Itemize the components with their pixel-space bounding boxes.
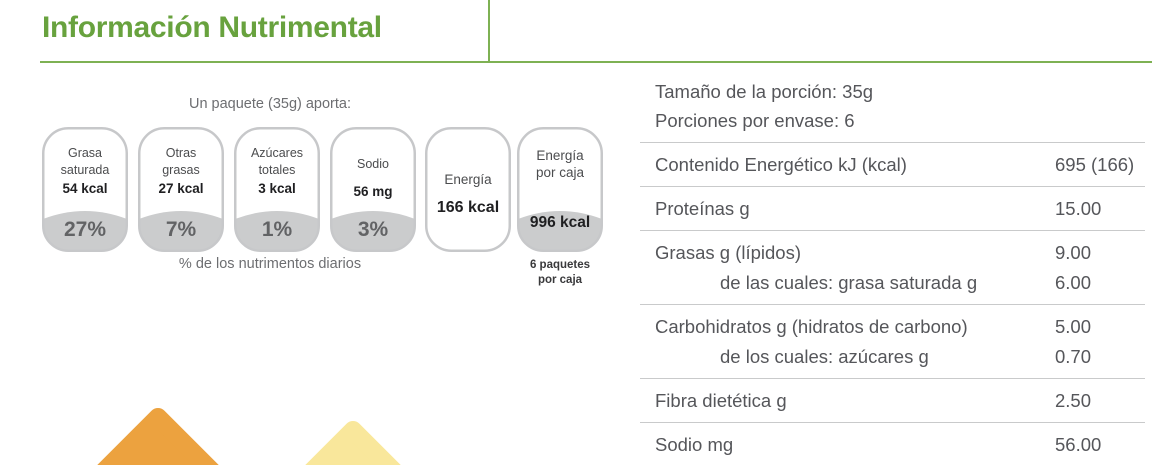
- badge-percent: 7%: [165, 218, 197, 241]
- row-sub-label: de los cuales: azúcares g: [720, 346, 929, 367]
- row-sub-value: 0.70: [1055, 346, 1092, 367]
- badge-label-line: saturada: [60, 163, 110, 177]
- badge-percent: 3%: [357, 218, 389, 241]
- header-horizontal-divider: [40, 61, 1152, 63]
- row-label: Proteínas g: [655, 198, 750, 219]
- servings-per-pack: Porciones por envase: 6: [655, 110, 855, 131]
- table-row-fats: Grasas g (lípidos) 9.00 de las cuales: g…: [640, 230, 1145, 304]
- gda-shield-shape: [517, 127, 603, 252]
- nutrition-table: Tamaño de la porción: 35g Porciones por …: [640, 76, 1145, 465]
- badge-label-line: por caja: [535, 165, 585, 180]
- row-label: Contenido Energético kJ (kcal): [655, 154, 907, 175]
- header-vertical-divider: [488, 0, 490, 62]
- badge-label-line: Energía: [536, 148, 584, 163]
- badge-amount: 54 kcal: [62, 181, 108, 196]
- row-label: Fibra dietética g: [655, 390, 787, 411]
- row-label: Grasas g (lípidos): [655, 242, 801, 263]
- badge-percent: 27%: [63, 218, 107, 241]
- serving-info: Tamaño de la porción: 35g Porciones por …: [640, 76, 1145, 142]
- badge-label: Azúcares totales: [251, 145, 303, 179]
- table-row-fiber: Fibra dietética g 2.50: [640, 378, 1145, 422]
- packs-per-box-note: 6 paquetes por caja: [510, 258, 610, 288]
- gda-footnote: % de los nutrimentos diarios: [178, 256, 362, 272]
- row-value: 15.00: [1055, 198, 1102, 219]
- badge-label-line: Energía: [444, 172, 492, 187]
- row-value: 5.00: [1055, 316, 1092, 337]
- gda-badge-sodium: Sodio 56 mg 3%: [330, 127, 416, 252]
- badge-label-line: Otras: [165, 146, 197, 160]
- gda-shield-shape: [138, 127, 224, 252]
- badge-label: Otras grasas: [162, 145, 200, 179]
- badge-amount: 996 kcal: [529, 214, 591, 231]
- badge-label-line: Sodio: [357, 157, 389, 171]
- gda-shield-shape: [42, 127, 128, 252]
- badge-percent: 1%: [261, 218, 293, 241]
- row-value: 56.00: [1055, 434, 1102, 455]
- row-sub-label: de las cuales: grasa saturada g: [720, 272, 978, 293]
- gda-shield-shape: [330, 127, 416, 252]
- gda-badge-saturated-fat: Grasa saturada 54 kcal 27%: [42, 127, 128, 252]
- gda-badge-energy-per-box: Energía por caja 996 kcal: [517, 127, 603, 252]
- badge-label-line: Azúcares: [250, 146, 304, 160]
- badge-amount: 56 mg: [353, 184, 393, 199]
- badge-label: Grasa saturada: [61, 145, 110, 179]
- table-row-sodium: Sodio mg 56.00: [640, 422, 1145, 465]
- gda-badge-total-sugars: Azúcares totales 3 kcal 1%: [234, 127, 320, 252]
- badge-label: Sodio: [357, 156, 389, 173]
- row-label: Sodio mg: [655, 434, 734, 455]
- row-value: 9.00: [1055, 242, 1092, 263]
- decoration-triangle-yellow: [305, 421, 401, 465]
- badge-label-line: grasas: [162, 163, 200, 177]
- gda-caption: Un paquete (35g) aporta:: [188, 96, 352, 112]
- row-value: 695 (166): [1055, 154, 1135, 175]
- page-title: Información Nutrimental: [42, 11, 382, 44]
- table-row-carbohydrates: Carbohidratos g (hidratos de carbono) 5.…: [640, 304, 1145, 378]
- row-label: Carbohidratos g (hidratos de carbono): [655, 316, 968, 337]
- packs-per-box-line: 6 paquetes: [529, 259, 591, 271]
- table-row-protein: Proteínas g 15.00: [640, 186, 1145, 230]
- badge-label-line: totales: [258, 163, 296, 177]
- decoration-triangle-orange: [97, 408, 219, 465]
- packs-per-box-line: por caja: [537, 274, 583, 286]
- decoration-mountains: [97, 408, 401, 465]
- badge-amount: 166 kcal: [436, 199, 500, 216]
- badge-amount: 3 kcal: [258, 181, 296, 196]
- badge-label: Energía: [444, 171, 491, 188]
- row-sub-value: 6.00: [1055, 272, 1092, 293]
- badge-label: Energía por caja: [536, 147, 584, 181]
- badge-amount: 27 kcal: [158, 181, 204, 196]
- gda-badge-other-fats: Otras grasas 27 kcal 7%: [138, 127, 224, 252]
- row-value: 2.50: [1055, 390, 1092, 411]
- gda-shield-shape: [234, 127, 320, 252]
- badge-label-line: Grasa: [67, 146, 103, 160]
- gda-shield-shape: [425, 127, 511, 252]
- table-row-energy: Contenido Energético kJ (kcal) 695 (166): [640, 142, 1145, 186]
- gda-badge-energy: Energía 166 kcal: [425, 127, 511, 252]
- serving-size: Tamaño de la porción: 35g: [655, 81, 874, 102]
